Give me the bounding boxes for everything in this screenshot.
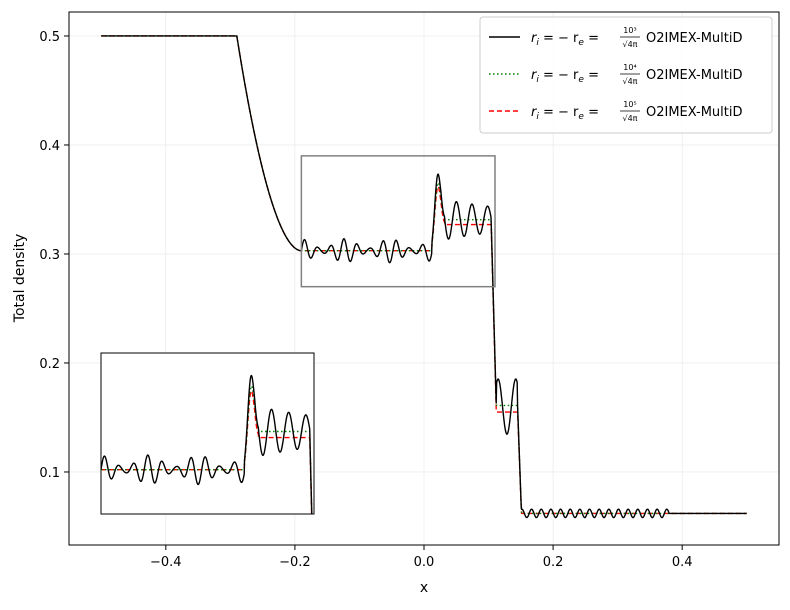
y-tick-label: 0.1 [39,466,60,481]
inset-series-line-1 [101,385,313,514]
x-axis: −0.4 −0.2 0.0 0.2 0.4 [150,545,693,570]
legend-frac-den: √4π [622,114,637,123]
x-tick-label: −0.2 [279,555,311,570]
inset-background [100,352,315,515]
legend-series-name: O2IMEX-MultiD [646,68,743,83]
x-tick-label: −0.4 [150,555,182,570]
y-axis: 0.1 0.2 0.3 0.4 0.5 [39,30,69,481]
legend-frac-den: √4π [622,77,637,86]
legend-entry: ri = − re = 10⁴ √4π O2IMEX-MultiD [489,63,743,86]
inset-series-lines [101,374,313,514]
x-tick-label: 0.4 [672,555,693,570]
inset-series-line-0 [101,374,313,514]
legend-frac-num: 10⁴ [623,63,636,72]
legend-label: ri = − re = [531,68,599,85]
legend-frac-den: √4π [622,40,637,49]
legend-box [479,16,773,134]
x-axis-label: x [420,580,428,596]
legend-entry: ri = − re = 10⁵ √4π O2IMEX-MultiD [489,100,743,123]
y-tick-label: 0.2 [39,357,60,372]
y-axis-label: Total density [12,234,28,323]
series-line-0 [101,35,747,519]
legend-entry: ri = − re = 10³ √4π O2IMEX-MultiD [489,26,743,49]
inset-plot [100,352,315,515]
legend-series-name: O2IMEX-MultiD [646,31,743,46]
x-tick-label: 0.2 [543,555,564,570]
x-tick-label: 0.0 [414,555,435,570]
y-tick-label: 0.5 [39,30,60,45]
y-tick-label: 0.3 [39,248,60,263]
zoom-box [300,155,496,288]
legend-frac-num: 10³ [623,26,636,35]
series-lines [101,35,747,519]
legend-series-name: O2IMEX-MultiD [646,105,743,120]
y-tick-label: 0.4 [39,139,60,154]
legend-label: ri = − re = [531,31,599,48]
legend-label: ri = − re = [531,105,599,122]
legend-frac-num: 10⁵ [623,100,636,109]
